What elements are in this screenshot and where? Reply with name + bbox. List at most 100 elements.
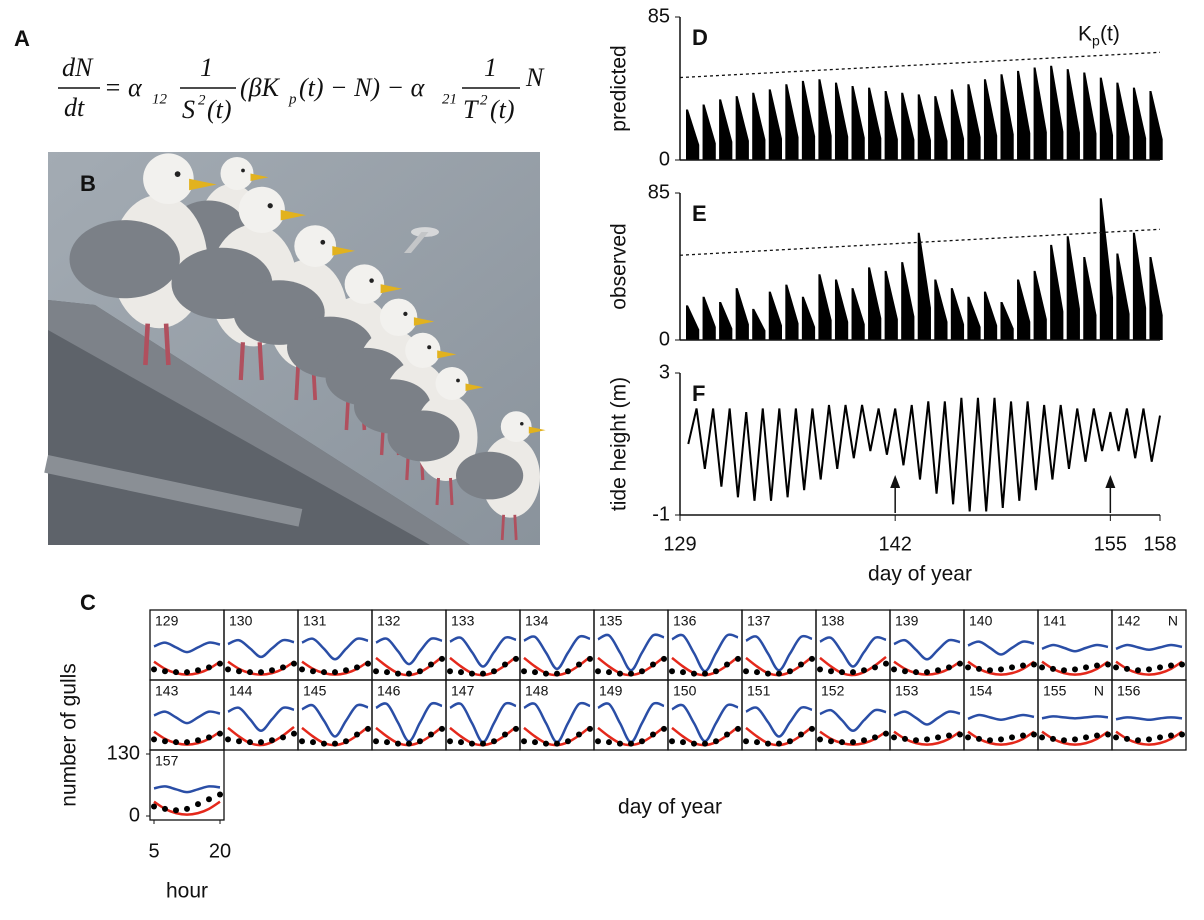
subplot-label: 131	[303, 613, 327, 629]
panel-label: B	[80, 171, 96, 196]
railing-top	[48, 300, 470, 545]
spike	[818, 274, 832, 340]
equation-term: (t)	[207, 95, 232, 124]
spike	[884, 91, 898, 160]
observed-dot	[1135, 667, 1141, 674]
spike	[801, 296, 816, 340]
spike	[983, 79, 998, 160]
observed-dot	[365, 725, 371, 732]
spike	[983, 291, 998, 340]
observed-dot	[680, 739, 686, 746]
subplot-label: 149	[599, 683, 623, 699]
panel-label: D	[692, 25, 708, 50]
spike	[1132, 232, 1147, 340]
observed-dot	[998, 736, 1004, 743]
observed-dot	[269, 667, 275, 674]
subplot-label: 134	[525, 613, 549, 629]
spike	[901, 262, 915, 340]
subplot-note: N	[1168, 613, 1178, 629]
observed-dot	[299, 666, 305, 673]
observed-dot	[1157, 664, 1163, 671]
observed-dot	[1168, 732, 1174, 739]
observed-dot	[1061, 667, 1067, 674]
equation-subscript: 21	[442, 91, 457, 107]
spike	[686, 305, 700, 340]
observed-dot	[1072, 666, 1078, 673]
observed-dot	[724, 731, 730, 738]
observed-dot	[891, 734, 897, 741]
equation-term: 1	[200, 53, 213, 82]
spike	[1083, 72, 1097, 160]
blue-curve	[449, 635, 517, 668]
subplot-label: 154	[969, 683, 993, 699]
observed-dot	[957, 660, 963, 667]
subplot-label: 152	[821, 683, 845, 699]
observed-dot	[1031, 661, 1037, 668]
observed-dot	[162, 668, 168, 675]
subplot-label: 137	[747, 613, 771, 629]
subplot-label: 151	[747, 683, 771, 699]
subplot-label: 156	[1117, 683, 1141, 699]
observed-dot	[935, 667, 941, 674]
spike	[901, 92, 915, 160]
observed-dot	[1113, 664, 1119, 671]
spike	[868, 267, 882, 340]
observed-dot	[354, 664, 360, 671]
spike	[1116, 82, 1130, 160]
observed-dot	[195, 667, 201, 674]
observed-dot	[1146, 736, 1152, 743]
observed-dot	[1094, 662, 1100, 669]
equation-term: dt	[64, 93, 85, 122]
observed-dot	[532, 669, 538, 676]
x-axis-label: hour	[166, 880, 208, 903]
subplot-label: 150	[673, 683, 697, 699]
spike	[950, 89, 965, 160]
spike	[1083, 256, 1097, 340]
observed-dot	[469, 740, 475, 747]
observed-dot	[428, 731, 434, 738]
observed-dot	[735, 655, 741, 662]
panel-label: A	[14, 26, 30, 51]
spike	[719, 99, 733, 160]
observed-dot	[502, 661, 508, 668]
equation-term: (βK	[240, 73, 281, 102]
observed-dot	[669, 738, 675, 745]
observed-dot	[957, 731, 963, 738]
observed-dot	[258, 739, 264, 746]
y-axis-label: number of gulls	[58, 663, 81, 807]
observed-dot	[258, 669, 264, 676]
observed-dot	[1020, 662, 1026, 669]
y-tick-label: 0	[659, 328, 670, 350]
observed-dot	[1072, 736, 1078, 743]
spike	[834, 82, 849, 160]
y-tick-label: 85	[648, 181, 670, 203]
blue-curve	[1115, 716, 1183, 722]
observed-dot	[861, 737, 867, 744]
observed-dot	[439, 655, 445, 662]
observed-dot	[373, 738, 379, 745]
observed-dot	[173, 739, 179, 746]
spike	[735, 96, 749, 160]
observed-dot	[987, 737, 993, 744]
observed-dot	[1083, 734, 1089, 741]
spike	[1017, 279, 1031, 340]
observed-dot	[195, 801, 201, 808]
observed-dot	[883, 660, 889, 667]
y-tick-label: 3	[659, 361, 670, 383]
observed-dot	[184, 805, 190, 812]
equation: dN dt = α 12 1 S 2 (t) (βK p (t) − N) − …	[58, 53, 545, 124]
blue-curve	[1041, 643, 1109, 653]
observed-dot	[236, 668, 242, 675]
subplot-label: 153	[895, 683, 919, 699]
subplot-label: 138	[821, 613, 845, 629]
subplot-label: 133	[451, 613, 475, 629]
observed-dot	[839, 669, 845, 676]
observed-dot	[532, 739, 538, 746]
subplot-label: 135	[599, 613, 623, 629]
subplot-label: 130	[229, 613, 253, 629]
observed-dot	[469, 670, 475, 677]
blue-curve	[819, 708, 887, 732]
observed-dot	[1083, 664, 1089, 671]
observed-dot	[680, 669, 686, 676]
observed-dot	[998, 666, 1004, 673]
